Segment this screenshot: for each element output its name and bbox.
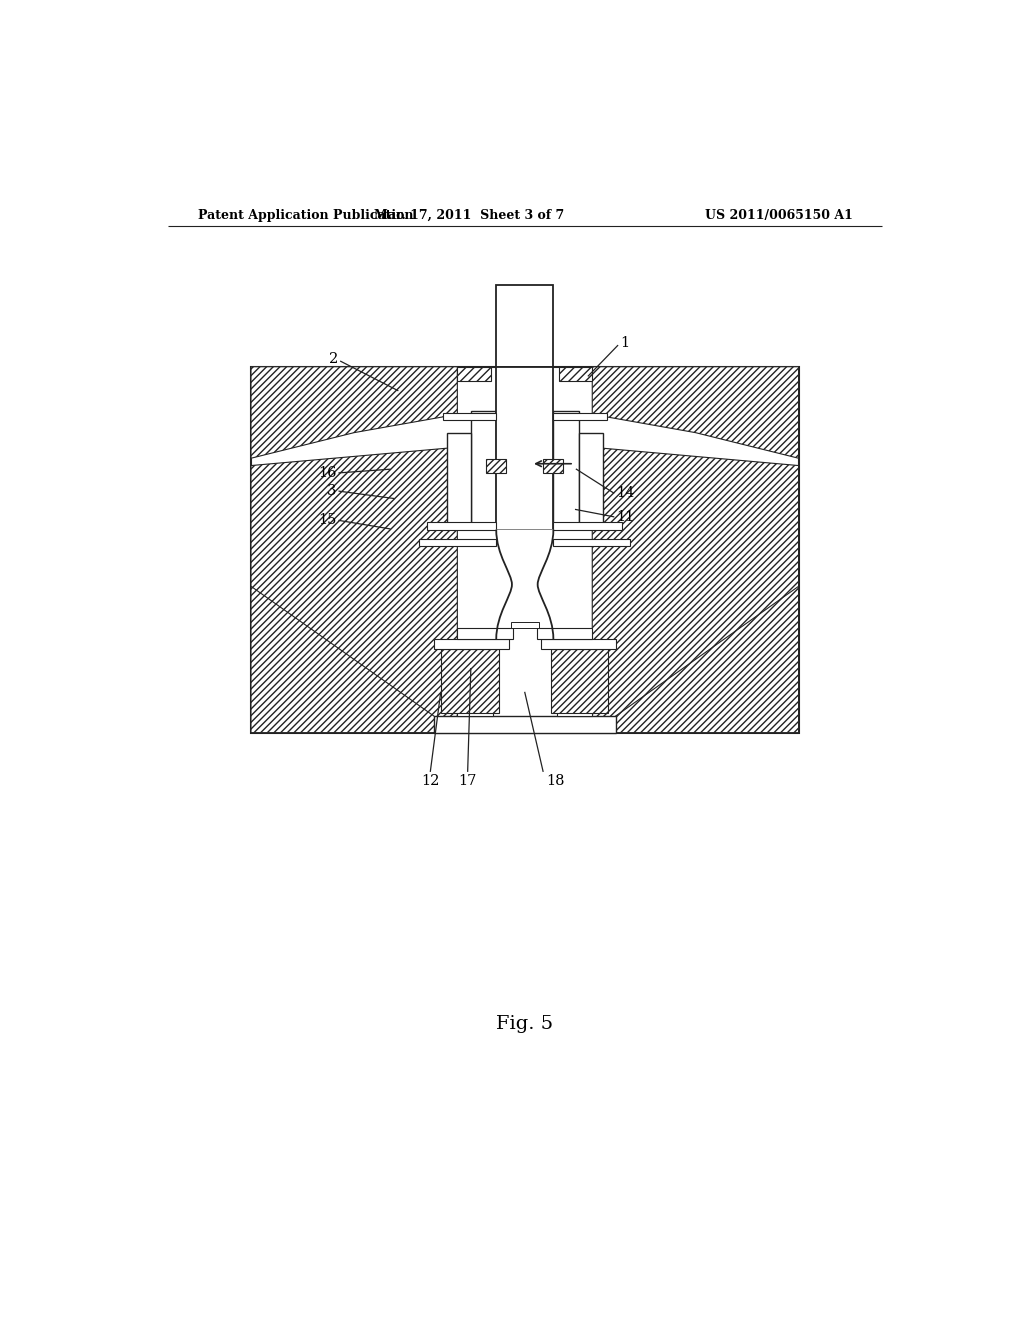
Text: Patent Application Publication: Patent Application Publication bbox=[198, 209, 414, 222]
Bar bbox=[579, 433, 602, 528]
Bar bbox=[551, 648, 608, 713]
Polygon shape bbox=[592, 586, 799, 733]
Bar bbox=[553, 413, 606, 420]
Text: 3: 3 bbox=[328, 484, 337, 498]
Bar bbox=[251, 367, 799, 733]
Text: 11: 11 bbox=[616, 510, 634, 524]
Bar bbox=[471, 411, 497, 528]
Polygon shape bbox=[592, 447, 799, 733]
Bar bbox=[447, 433, 471, 528]
Polygon shape bbox=[251, 586, 458, 733]
Bar bbox=[441, 648, 499, 713]
Bar bbox=[537, 628, 592, 639]
Bar bbox=[541, 639, 616, 648]
Text: 2: 2 bbox=[329, 352, 338, 367]
Bar bbox=[458, 367, 490, 381]
Bar bbox=[553, 540, 631, 546]
Text: 16: 16 bbox=[318, 466, 337, 480]
Bar bbox=[427, 521, 497, 529]
Polygon shape bbox=[497, 529, 553, 639]
Bar bbox=[553, 521, 623, 529]
Text: 15: 15 bbox=[318, 513, 337, 528]
Text: 18: 18 bbox=[546, 775, 564, 788]
Polygon shape bbox=[251, 367, 458, 458]
Bar bbox=[497, 367, 553, 529]
Bar bbox=[458, 628, 513, 639]
Bar bbox=[557, 696, 592, 717]
Text: 17: 17 bbox=[459, 775, 477, 788]
Bar bbox=[544, 459, 563, 473]
Text: 12: 12 bbox=[421, 775, 439, 788]
Bar bbox=[419, 540, 497, 546]
Bar bbox=[443, 413, 497, 420]
Bar bbox=[433, 717, 616, 733]
Bar bbox=[497, 285, 553, 367]
Polygon shape bbox=[592, 367, 799, 458]
Bar bbox=[458, 696, 494, 717]
Text: US 2011/0065150 A1: US 2011/0065150 A1 bbox=[705, 209, 853, 222]
Polygon shape bbox=[251, 447, 458, 733]
Text: 14: 14 bbox=[616, 486, 635, 500]
Bar bbox=[511, 622, 539, 628]
Bar bbox=[553, 411, 579, 528]
Bar bbox=[559, 367, 592, 381]
Text: Mar. 17, 2011  Sheet 3 of 7: Mar. 17, 2011 Sheet 3 of 7 bbox=[374, 209, 564, 222]
Bar bbox=[433, 639, 509, 648]
Text: Fig. 5: Fig. 5 bbox=[497, 1015, 553, 1034]
Bar bbox=[486, 459, 506, 473]
Text: 1: 1 bbox=[620, 337, 629, 350]
